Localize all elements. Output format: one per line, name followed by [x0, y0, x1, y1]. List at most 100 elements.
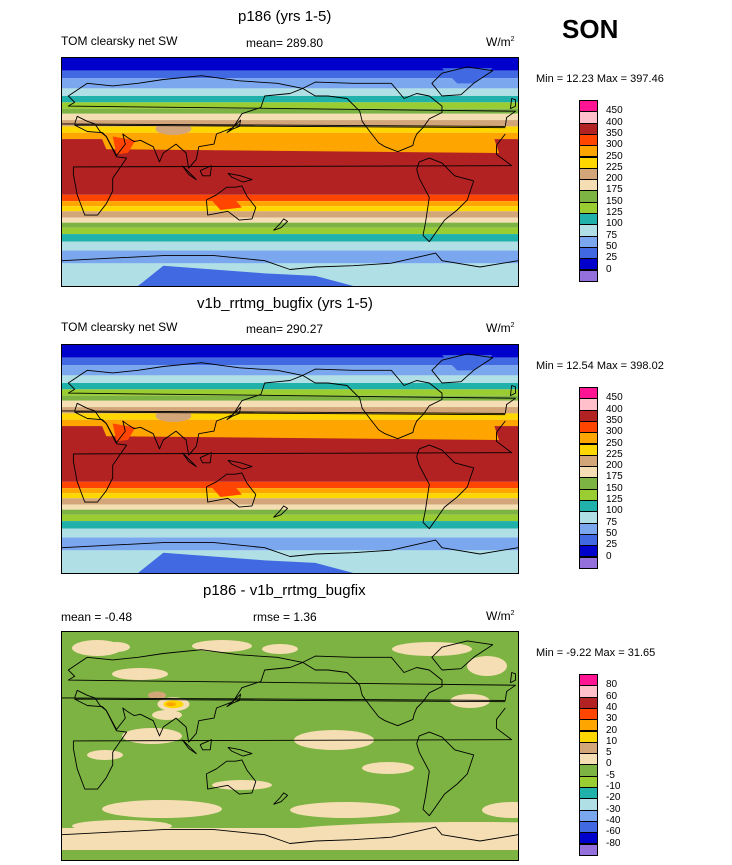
- field-patch: [450, 694, 490, 708]
- coastline: [226, 406, 242, 421]
- field-patch: [102, 642, 130, 652]
- field-patch: [262, 644, 298, 654]
- field-band: [62, 241, 518, 251]
- colorbar-tick-label: 0: [606, 550, 612, 562]
- colorbar-tick-label: 80: [606, 679, 618, 691]
- colorbar-tick-label: 60: [606, 690, 618, 702]
- field-band: [62, 509, 518, 515]
- field-patch: [442, 355, 493, 371]
- field-band: [62, 395, 518, 401]
- colorbar-tick-label: 200: [606, 460, 623, 472]
- field-band: [62, 217, 518, 223]
- coastline: [302, 655, 443, 727]
- field-patch: [138, 552, 354, 573]
- field-band: [62, 222, 518, 228]
- field-band: [62, 514, 518, 522]
- field-band: [62, 504, 518, 510]
- field-band: [62, 493, 518, 499]
- coastline: [62, 252, 518, 270]
- colorbar-tick-label: 100: [606, 218, 623, 230]
- field-patch: [112, 668, 168, 680]
- map-svg: [62, 345, 518, 573]
- field-patch: [100, 134, 499, 153]
- coastline: [199, 165, 212, 177]
- panel-1-minmax: Min = 12.23 Max = 397.46: [536, 73, 664, 85]
- field-patch: [392, 642, 472, 656]
- colorbar-tick-label: 300: [606, 139, 623, 151]
- field-patch: [442, 68, 493, 84]
- field-band: [62, 498, 518, 505]
- field-band: [62, 528, 518, 538]
- panel-2-mean: mean= 290.27: [246, 322, 324, 336]
- colorbar-tick-label: 250: [606, 437, 623, 449]
- panel-3-left-label: mean = -0.48: [61, 610, 133, 624]
- coastline: [226, 119, 242, 134]
- colorbar-tick-label: 225: [606, 161, 623, 173]
- field-band: [62, 58, 518, 71]
- colorbar-swatch: [579, 269, 598, 282]
- field-patch: [362, 762, 414, 774]
- coastline: [205, 759, 257, 795]
- field-band: [62, 211, 518, 218]
- colorbar-tick-label: 200: [606, 173, 623, 185]
- colorbar-tick-label: 400: [606, 403, 623, 415]
- coastline: [181, 739, 197, 755]
- colorbar-swatch: [579, 843, 598, 856]
- field-patch: [165, 702, 176, 707]
- field-patch: [122, 728, 182, 744]
- colorbar-tick-label: 10: [606, 735, 618, 747]
- field-band: [62, 126, 518, 133]
- field-band: [62, 113, 518, 121]
- colorbar-tick-label: 100: [606, 505, 623, 517]
- coastline: [205, 472, 257, 508]
- colorbar-tick-label: -40: [606, 814, 621, 826]
- field-patch: [211, 197, 242, 210]
- colorbar-tick-label: 30: [606, 713, 618, 725]
- field-patch: [212, 780, 272, 790]
- coastline: [72, 698, 513, 790]
- coastline: [199, 739, 212, 751]
- field-patch: [211, 484, 242, 497]
- coastline: [62, 539, 518, 557]
- panel-3-units: W/m2: [486, 609, 515, 623]
- field-band: [62, 521, 518, 529]
- field-band: [62, 108, 518, 114]
- colorbar-tick-label: -10: [606, 781, 621, 792]
- colorbar-tick-label: -60: [606, 826, 621, 838]
- field-patch: [152, 710, 182, 720]
- coastline: [62, 362, 516, 456]
- coastline: [273, 792, 288, 805]
- map-panel-p186: [61, 57, 519, 287]
- coastline: [416, 157, 475, 243]
- colorbar-tick-label: 350: [606, 127, 623, 139]
- colorbar-tick-label: 175: [606, 471, 623, 483]
- colorbar-tick-label: -80: [606, 837, 621, 849]
- field-band: [62, 120, 518, 127]
- colorbar-tick-label: 5: [606, 747, 612, 759]
- coastline: [509, 98, 516, 110]
- panel-2-minmax: Min = 12.54 Max = 398.02: [536, 360, 664, 372]
- field-band: [62, 407, 518, 414]
- field-patch: [482, 802, 518, 818]
- coastline: [227, 746, 253, 757]
- coastline: [431, 353, 494, 384]
- map-svg: [62, 632, 518, 860]
- colorbar-tick-label: 20: [606, 724, 618, 736]
- field-band: [62, 194, 518, 202]
- field-patch: [102, 800, 222, 818]
- coastline: [181, 165, 197, 181]
- field-band: [62, 413, 518, 420]
- coastline: [181, 452, 197, 468]
- map-svg: [62, 58, 518, 286]
- field-band: [62, 206, 518, 212]
- coastline: [62, 826, 518, 844]
- colorbar-tick-label: 450: [606, 392, 623, 404]
- field-patch: [138, 265, 354, 286]
- panel-1-units: W/m2: [486, 35, 515, 49]
- colorbar-tick-label: -20: [606, 792, 621, 804]
- colorbar-tick-label: 150: [606, 195, 623, 207]
- colorbar-tick-label: 250: [606, 150, 623, 162]
- field-band: [62, 234, 518, 242]
- panel-3-rmse: rmse = 1.36: [253, 610, 317, 624]
- field-band: [62, 201, 518, 207]
